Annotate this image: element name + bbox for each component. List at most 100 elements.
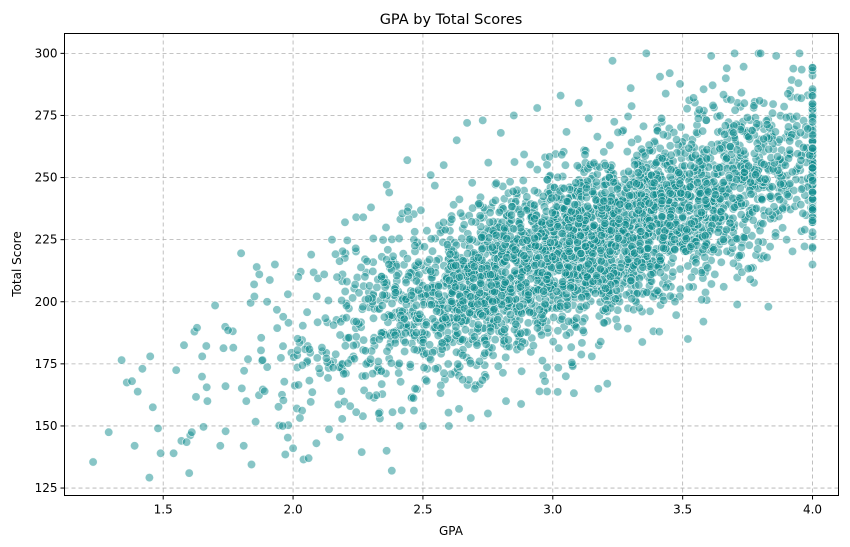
data-point xyxy=(199,422,209,432)
data-point xyxy=(746,189,756,199)
data-point xyxy=(433,330,443,340)
data-point xyxy=(575,213,585,223)
data-point xyxy=(470,384,480,394)
data-point xyxy=(587,351,597,361)
data-point xyxy=(553,387,563,397)
data-point xyxy=(547,208,557,218)
data-point xyxy=(720,129,730,139)
data-point xyxy=(328,320,338,330)
data-point xyxy=(599,318,609,328)
y-tick-label: 125 xyxy=(35,481,58,495)
data-point xyxy=(564,246,574,256)
data-point xyxy=(210,300,220,310)
data-point xyxy=(674,168,684,178)
data-point xyxy=(368,313,378,323)
data-point xyxy=(503,335,513,345)
data-point xyxy=(439,368,449,378)
data-point xyxy=(409,344,419,354)
data-point xyxy=(364,281,374,291)
data-point xyxy=(396,377,406,387)
data-point xyxy=(241,396,251,406)
data-point xyxy=(665,220,675,230)
data-point xyxy=(683,261,693,271)
data-point xyxy=(458,256,468,266)
data-point xyxy=(280,449,290,459)
x-tick-label: 4.0 xyxy=(803,503,822,517)
data-point xyxy=(684,282,694,292)
data-point xyxy=(293,380,303,390)
data-point xyxy=(368,234,378,244)
data-point xyxy=(467,178,477,188)
data-point xyxy=(556,91,566,101)
data-point xyxy=(539,286,549,296)
data-point xyxy=(540,376,550,386)
data-point xyxy=(572,313,582,323)
data-point xyxy=(764,207,774,217)
data-point xyxy=(202,396,212,406)
data-point xyxy=(351,332,361,342)
data-point xyxy=(413,257,423,267)
data-point xyxy=(743,161,753,171)
data-point xyxy=(343,358,353,368)
data-point xyxy=(278,421,288,431)
data-point xyxy=(382,346,392,356)
data-point xyxy=(358,411,368,421)
data-point xyxy=(596,337,606,347)
data-point xyxy=(559,183,569,193)
data-point xyxy=(256,345,266,355)
data-point xyxy=(426,266,436,276)
data-point xyxy=(215,441,225,451)
data-point xyxy=(792,111,802,121)
data-point xyxy=(360,272,370,282)
data-point xyxy=(137,364,147,374)
data-point xyxy=(542,386,552,396)
data-point xyxy=(467,217,477,227)
data-point xyxy=(683,334,693,344)
data-point xyxy=(358,302,368,312)
data-point xyxy=(599,196,609,206)
data-point xyxy=(502,253,512,263)
data-point xyxy=(798,208,808,218)
data-point xyxy=(465,234,475,244)
data-point xyxy=(293,334,303,344)
data-point xyxy=(337,414,347,424)
data-point xyxy=(500,267,510,277)
data-point xyxy=(508,224,518,234)
data-point xyxy=(413,285,423,295)
data-point xyxy=(156,448,166,458)
data-point xyxy=(494,207,504,217)
data-point xyxy=(686,242,696,252)
data-point xyxy=(796,200,806,210)
data-point xyxy=(394,358,404,368)
data-point xyxy=(457,335,467,345)
data-point xyxy=(387,298,397,308)
data-point xyxy=(720,121,730,131)
data-point xyxy=(764,144,774,154)
data-point xyxy=(182,437,192,447)
data-point xyxy=(748,215,758,225)
data-point xyxy=(637,337,647,347)
data-point xyxy=(645,261,655,271)
data-point xyxy=(509,111,519,121)
data-point xyxy=(702,154,712,164)
data-point xyxy=(153,423,163,433)
data-point xyxy=(713,227,723,237)
data-point xyxy=(476,278,486,288)
data-point xyxy=(624,202,634,212)
data-point xyxy=(785,145,795,155)
data-point xyxy=(400,337,410,347)
data-point xyxy=(458,296,468,306)
data-point xyxy=(611,294,621,304)
data-point xyxy=(728,128,738,138)
data-point xyxy=(626,275,636,285)
data-point xyxy=(701,115,711,125)
data-point xyxy=(321,353,331,363)
data-point xyxy=(483,158,493,168)
data-point xyxy=(223,325,233,335)
data-point xyxy=(505,310,515,320)
data-point xyxy=(532,323,542,333)
data-point xyxy=(768,99,778,109)
data-point xyxy=(297,406,307,416)
data-point xyxy=(726,95,736,105)
data-point xyxy=(635,245,645,255)
